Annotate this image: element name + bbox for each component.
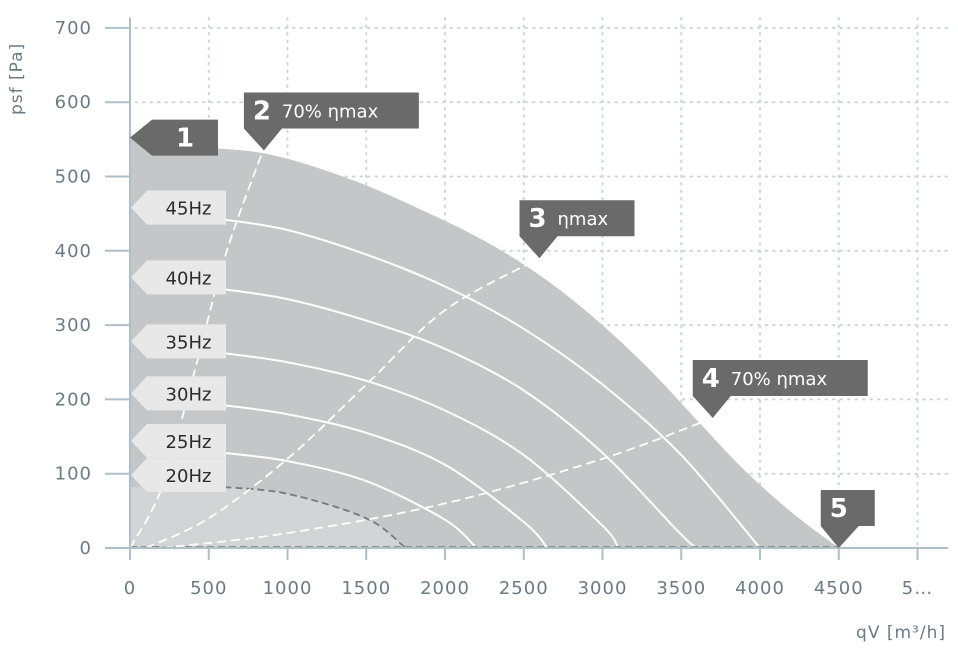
x-tick-label: 2000 [420, 578, 470, 599]
y-tick-label: 0 [80, 538, 92, 559]
hz-label-bg [131, 458, 226, 493]
curve-35Hz [224, 352, 620, 549]
y-tick-label: 300 [55, 315, 92, 336]
x-tick-label: 4000 [735, 578, 785, 599]
callout-number: 2 [253, 96, 271, 126]
callout-2: 2 70% ηmax [243, 92, 419, 151]
callout-number: 1 [176, 124, 194, 154]
x-tick-label: 4500 [814, 578, 864, 599]
x-tick-label: 3000 [578, 578, 628, 599]
x-tick-label: 2500 [499, 578, 549, 599]
hz-label-bg [131, 376, 226, 411]
callout-bg [820, 490, 875, 548]
hz-label-text: 40Hz [166, 268, 212, 289]
y-tick-label: 400 [55, 241, 92, 262]
hz-label-text: 25Hz [166, 432, 212, 453]
callout-bg [519, 200, 635, 259]
x-tick-label: 5… [902, 578, 933, 599]
x-tick-label: 1000 [263, 578, 313, 599]
callout-5: 5 [820, 490, 875, 548]
hz-label-20Hz: 20Hz [131, 458, 226, 493]
y-tick-label: 100 [55, 464, 92, 485]
y-axis-title: psf [Pa] [7, 43, 27, 115]
callout-3: 3 ηmax [519, 200, 635, 259]
y-tick-label: 500 [55, 167, 92, 188]
callout-bg [130, 119, 218, 156]
efficiency-line-3 [161, 417, 714, 549]
callout-1: 1 [130, 119, 218, 156]
hz-label-text: 30Hz [166, 384, 212, 405]
callout-number: 5 [830, 494, 848, 524]
callout-bg [243, 92, 419, 151]
callouts: 1 2 70% ηmax 3 ηmax 4 70% ηmax 5 [130, 92, 875, 548]
hz-label-bg [131, 190, 226, 225]
callout-text: 70% ηmax [731, 369, 828, 390]
callout-number: 4 [702, 364, 720, 394]
callout-4: 4 70% ηmax [692, 359, 868, 418]
x-tick-label: 0 [124, 578, 136, 599]
hz-label-35Hz: 35Hz [131, 324, 226, 359]
curve-20Hz [224, 486, 407, 549]
operating-envelope [130, 135, 839, 548]
hz-label-bg [131, 423, 226, 458]
callout-number: 3 [528, 204, 546, 234]
hz-label-30Hz: 30Hz [131, 376, 226, 411]
efficiency-lines [129, 150, 714, 549]
callout-bg [692, 359, 868, 418]
hz-label-text: 45Hz [166, 199, 212, 220]
hz-label-text: 35Hz [166, 332, 212, 353]
callout-text: ηmax [558, 209, 609, 230]
hz-label-text: 20Hz [166, 466, 212, 487]
regions [130, 135, 839, 548]
curve-30Hz [224, 404, 549, 549]
y-tick-label: 200 [55, 389, 92, 410]
hz-label-bg [131, 324, 226, 359]
y-tick-label: 600 [55, 92, 92, 113]
curve-45Hz [224, 218, 761, 549]
curve-25Hz [224, 451, 478, 549]
y-tick-label: 700 [55, 18, 92, 39]
hz-label-45Hz: 45Hz [131, 190, 226, 225]
hz-labels: 45Hz 40Hz 35Hz 30Hz 25Hz 20Hz [131, 190, 226, 493]
x-tick-label: 3500 [656, 578, 706, 599]
x-tick-label: 500 [190, 578, 227, 599]
hz-label-bg [131, 260, 226, 295]
curve-40Hz [224, 288, 698, 549]
callout-text: 70% ηmax [282, 101, 379, 122]
x-tick-label: 1500 [341, 578, 391, 599]
low-speed-region [130, 486, 406, 548]
x-axis-title: qV [m³/h] [856, 623, 946, 643]
hz-label-25Hz: 25Hz [131, 423, 226, 458]
hz-label-40Hz: 40Hz [131, 260, 226, 295]
efficiency-line-1 [129, 150, 265, 549]
